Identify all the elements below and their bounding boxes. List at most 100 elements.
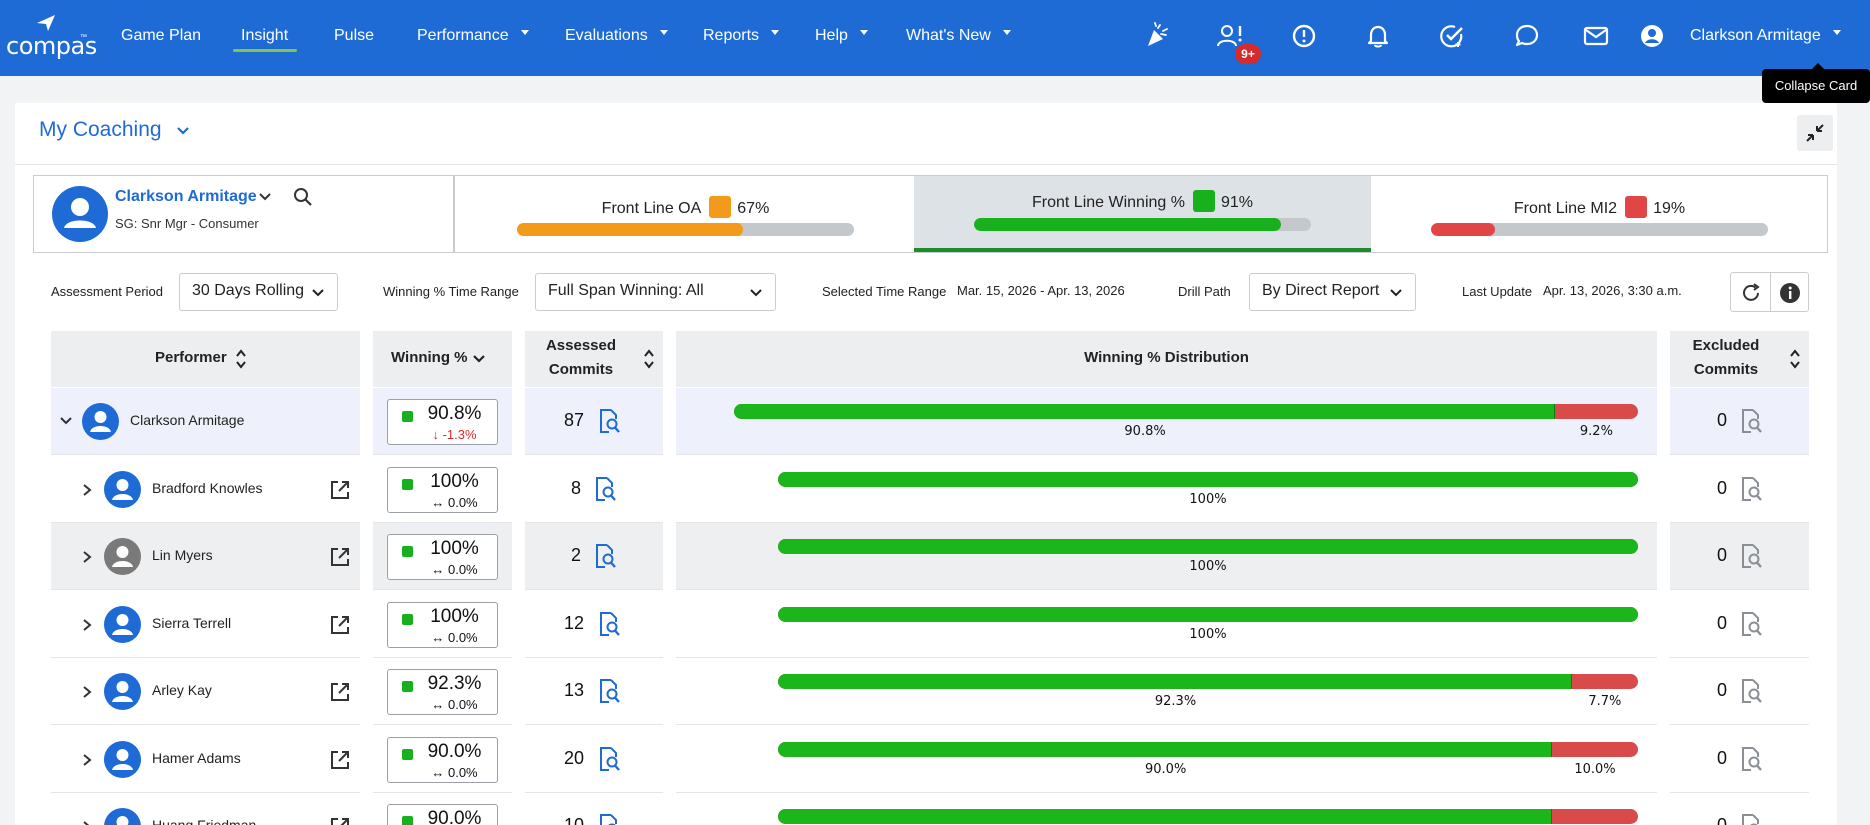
summary-user: Clarkson Armitage SG: Snr Mgr - Consumer — [34, 176, 455, 252]
winning-value: 100% — [430, 470, 479, 492]
external-link-icon[interactable] — [329, 681, 351, 703]
table-cell — [676, 455, 1657, 523]
nav-evaluations[interactable]: Evaluations — [565, 27, 668, 45]
refresh-icon[interactable] — [1739, 281, 1763, 305]
document-search-icon[interactable] — [593, 543, 617, 569]
metric-front-line-mi2[interactable]: Front Line MI2 19% — [1371, 176, 1828, 252]
table-row[interactable]: Sierra Terrell 100% ↔ 0.0% 12 100% 0 — [0, 590, 1870, 658]
chevron-right-icon[interactable] — [80, 617, 94, 633]
table-cell — [51, 725, 360, 793]
table-row[interactable]: Clarkson Armitage 90.8% ↓ -1.3% 87 90.8% 9.2%… — [0, 388, 1870, 455]
table-cell — [51, 590, 360, 658]
selected-range-label: Selected Time Range — [822, 284, 947, 299]
chevron-down-icon[interactable] — [175, 125, 191, 137]
summary-user-name[interactable]: Clarkson Armitage — [115, 188, 257, 205]
performer-name[interactable]: Arley Kay — [152, 682, 212, 698]
table-row[interactable]: Huang Friedman 90.0% 10 0 — [0, 793, 1870, 825]
drill-path-select[interactable]: By Direct Report — [1249, 273, 1416, 311]
table-row[interactable]: Arley Kay 92.3% ↔ 0.0% 13 92.3% 7.7% 0 — [0, 658, 1870, 725]
performer-name[interactable]: Lin Myers — [152, 547, 213, 563]
chevron-right-icon[interactable] — [80, 752, 94, 768]
card-header: My Coaching — [15, 103, 1837, 165]
document-search-icon[interactable] — [1739, 678, 1763, 704]
nav-performance[interactable]: Performance — [417, 27, 529, 45]
performer-column-header[interactable]: Performer — [51, 331, 360, 387]
document-search-icon[interactable] — [597, 408, 621, 434]
table-row[interactable]: Lin Myers 100% ↔ 0.0% 2 100% 0 — [0, 523, 1870, 590]
collapse-card-button[interactable] — [1797, 115, 1833, 151]
external-link-icon[interactable] — [329, 816, 351, 825]
celebration-icon[interactable] — [1143, 22, 1171, 50]
distribution-green-label: 100% — [1189, 559, 1227, 574]
team-alert-icon[interactable] — [1216, 22, 1244, 50]
alert-circle-icon[interactable] — [1290, 22, 1318, 50]
card-title[interactable]: My Coaching — [39, 118, 162, 141]
excluded-commits-column-header[interactable]: Excluded Commits — [1670, 331, 1809, 387]
table-cell — [1670, 658, 1809, 725]
avatar — [104, 605, 141, 643]
external-link-icon[interactable] — [329, 614, 351, 636]
assessment-period-select[interactable]: 30 Days Rolling — [179, 273, 338, 311]
document-search-icon[interactable] — [597, 813, 621, 825]
document-search-icon[interactable] — [1739, 746, 1763, 772]
performer-name[interactable]: Sierra Terrell — [152, 614, 232, 631]
chevron-right-icon[interactable] — [80, 684, 94, 700]
nav-label: Evaluations — [565, 27, 648, 44]
table-cell — [676, 523, 1657, 590]
external-link-icon[interactable] — [329, 749, 351, 771]
document-search-icon[interactable] — [597, 611, 621, 637]
chevron-down-icon[interactable] — [58, 414, 74, 428]
chevron-right-icon[interactable] — [80, 819, 94, 825]
metric-progress-fill — [1431, 223, 1496, 236]
winning-range-select[interactable]: Full Span Winning: All — [535, 273, 776, 311]
user-menu[interactable]: Clarkson Armitage — [1690, 27, 1841, 45]
nav-game-plan[interactable]: Game Plan — [121, 27, 201, 45]
document-search-icon[interactable] — [1739, 813, 1763, 825]
bell-icon[interactable] — [1364, 22, 1392, 50]
nav-pulse[interactable]: Pulse — [334, 27, 374, 45]
info-icon[interactable] — [1778, 281, 1802, 305]
document-search-icon[interactable] — [597, 746, 621, 772]
nav-whats-new[interactable]: What's New — [906, 27, 1011, 45]
avatar — [104, 673, 141, 710]
metric-front-line-oa[interactable]: Front Line OA 67% — [457, 176, 914, 252]
compas-logo[interactable]: compas ™ — [6, 14, 97, 60]
document-search-icon[interactable] — [1739, 476, 1763, 502]
table-row[interactable]: Hamer Adams 90.0% ↔ 0.0% 20 90.0% 10.0% 0 — [0, 725, 1870, 793]
nav-help[interactable]: Help — [815, 27, 868, 45]
metric-front-line-winning[interactable]: Front Line Winning % 91% — [914, 176, 1371, 252]
chevron-down-icon[interactable] — [257, 190, 273, 204]
user-circle-icon[interactable] — [1638, 22, 1666, 50]
nav-insight[interactable]: Insight — [241, 27, 288, 45]
performer-name[interactable]: Hamer Adams — [152, 749, 241, 766]
table-row[interactable]: Bradford Knowles 100% ↔ 0.0% 8 100% 0 — [0, 455, 1870, 523]
performer-name[interactable]: Huang Friedman — [152, 817, 257, 825]
assessed-commits-column-header[interactable]: Assessed Commits — [525, 331, 663, 387]
winning-column-header[interactable]: Winning % — [373, 331, 512, 387]
drill-path-label: Drill Path — [1178, 284, 1231, 299]
search-icon[interactable] — [292, 186, 314, 208]
document-search-icon[interactable] — [1739, 611, 1763, 637]
header-label: Performer — [155, 349, 227, 366]
document-search-icon[interactable] — [1739, 408, 1763, 434]
winning-value-box: 100% ↔ 0.0% — [387, 466, 498, 513]
performer-name[interactable]: Clarkson Armitage — [130, 412, 245, 428]
mail-icon[interactable] — [1582, 22, 1610, 50]
document-search-icon[interactable] — [593, 476, 617, 502]
assessed-commits-count: 20 — [564, 747, 585, 768]
external-link-icon[interactable] — [329, 546, 351, 568]
status-square — [1192, 190, 1215, 212]
task-check-icon[interactable] — [1438, 22, 1466, 50]
performer-name[interactable]: Bradford Knowles — [152, 479, 263, 496]
table-cell — [51, 658, 360, 725]
document-search-icon[interactable] — [597, 678, 621, 704]
metric-name: Front Line Winning % — [1032, 194, 1185, 212]
chevron-right-icon[interactable] — [80, 549, 94, 565]
metric-value: 67% — [737, 200, 770, 218]
document-search-icon[interactable] — [1739, 543, 1763, 569]
nav-reports[interactable]: Reports — [703, 27, 780, 45]
chevron-right-icon[interactable] — [80, 482, 94, 498]
distribution-green-label: 92.3% — [1154, 694, 1197, 709]
external-link-icon[interactable] — [329, 479, 351, 501]
chat-icon[interactable] — [1513, 22, 1541, 50]
